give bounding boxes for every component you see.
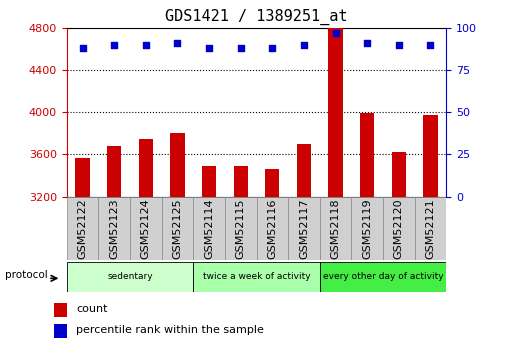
Bar (202, 166, 216, 197)
Text: GSM52117: GSM52117 (299, 198, 309, 259)
FancyBboxPatch shape (67, 197, 98, 260)
Bar (328, 28, 343, 197)
Bar (75, 158, 90, 197)
Point (426, 42, 435, 47)
Point (268, 45, 277, 51)
Text: GSM52116: GSM52116 (267, 198, 278, 259)
Point (142, 42, 150, 47)
Text: GSM52114: GSM52114 (204, 198, 214, 259)
Text: every other day of activity: every other day of activity (323, 272, 443, 282)
Point (78, 45, 87, 51)
FancyBboxPatch shape (256, 197, 288, 260)
Text: count: count (76, 304, 107, 314)
Text: GSM52119: GSM52119 (362, 198, 372, 259)
Bar (233, 166, 248, 197)
Text: GSM52125: GSM52125 (172, 198, 183, 259)
Point (110, 42, 118, 47)
Bar (170, 133, 185, 197)
Text: sedentary: sedentary (107, 272, 153, 282)
Bar (392, 152, 406, 197)
FancyBboxPatch shape (320, 262, 446, 292)
Point (300, 42, 308, 47)
Point (394, 42, 403, 47)
Text: GDS1421 / 1389251_at: GDS1421 / 1389251_at (165, 9, 348, 25)
FancyBboxPatch shape (225, 197, 256, 260)
FancyBboxPatch shape (320, 197, 351, 260)
Point (205, 45, 213, 51)
Point (363, 40, 371, 46)
Bar (265, 169, 280, 197)
Bar (423, 115, 438, 197)
Bar (107, 146, 121, 197)
Text: percentile rank within the sample: percentile rank within the sample (76, 325, 264, 335)
Text: GSM52124: GSM52124 (141, 198, 151, 259)
Bar (54, 303, 67, 317)
FancyBboxPatch shape (162, 197, 193, 260)
Point (331, 30, 340, 36)
Text: protocol: protocol (5, 270, 48, 280)
Bar (54, 324, 67, 338)
Text: GSM52121: GSM52121 (425, 198, 436, 259)
Point (236, 45, 245, 51)
FancyBboxPatch shape (383, 197, 415, 260)
Text: GSM52115: GSM52115 (235, 198, 246, 259)
Text: twice a week of activity: twice a week of activity (203, 272, 310, 282)
Text: GSM52122: GSM52122 (77, 198, 88, 259)
FancyBboxPatch shape (415, 197, 446, 260)
FancyBboxPatch shape (193, 197, 225, 260)
Bar (297, 144, 311, 197)
Text: GSM52120: GSM52120 (394, 198, 404, 259)
Text: GSM52118: GSM52118 (330, 198, 341, 259)
FancyBboxPatch shape (67, 262, 193, 292)
Bar (360, 113, 374, 197)
FancyBboxPatch shape (288, 197, 320, 260)
FancyBboxPatch shape (98, 197, 130, 260)
FancyBboxPatch shape (193, 262, 320, 292)
FancyBboxPatch shape (351, 197, 383, 260)
Bar (139, 139, 153, 197)
Text: GSM52123: GSM52123 (109, 198, 119, 259)
Point (173, 40, 182, 46)
FancyBboxPatch shape (130, 197, 162, 260)
